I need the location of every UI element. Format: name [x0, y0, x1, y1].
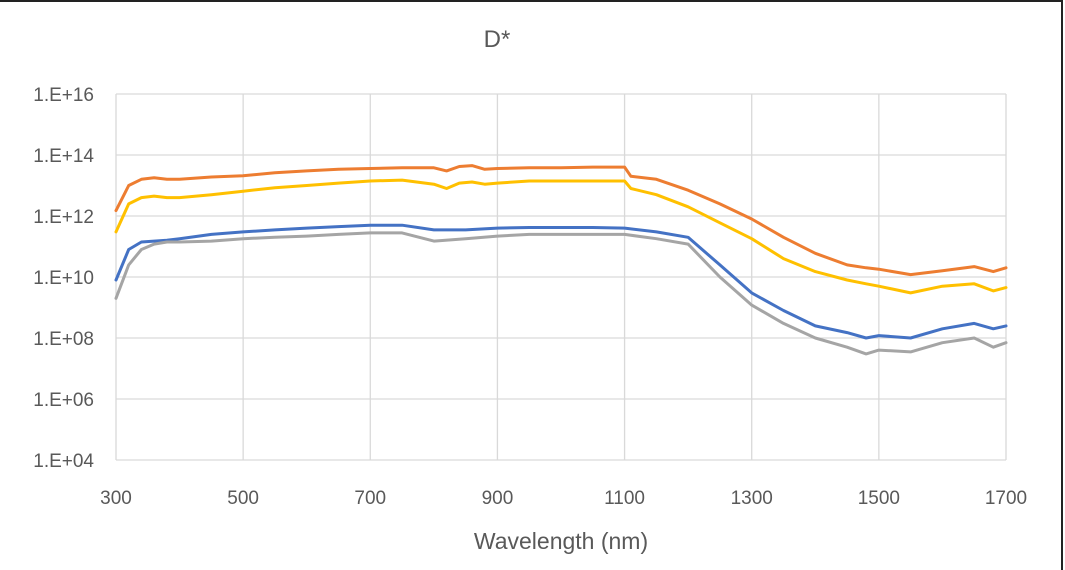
y-tick-label: 1.E+16 [33, 85, 94, 106]
y-tick-label: 1.E+06 [33, 390, 94, 411]
y-tick-label: 1.E+10 [33, 268, 94, 289]
chart-canvas: D* 1.E+041.E+061.E+081.E+101.E+121.E+141… [33, 26, 1027, 554]
series-line-1 [114, 164, 1008, 277]
x-axis-title: Wavelength (nm) [474, 528, 648, 554]
y-tick-label: 1.E+04 [33, 451, 94, 472]
series-lines [114, 164, 1008, 356]
gridlines [115, 93, 1007, 461]
x-tick-label: 300 [100, 488, 132, 509]
series-line-4 [114, 231, 1008, 356]
x-tick-label: 900 [482, 488, 514, 509]
x-axis-tick-labels: 300 500 700 900 1100 1300 1500 1700 [100, 488, 1027, 509]
y-tick-label: 1.E+14 [33, 146, 94, 167]
chart-title: D* [484, 26, 511, 53]
x-tick-label: 500 [227, 488, 259, 509]
x-tick-label: 700 [354, 488, 386, 509]
x-tick-label: 1500 [858, 488, 900, 509]
series-line-2 [114, 178, 1008, 295]
y-tick-label: 1.E+12 [33, 207, 94, 228]
y-tick-label: 1.E+08 [33, 329, 94, 350]
series-line-3 [114, 223, 1008, 340]
x-tick-label: 1100 [604, 488, 645, 509]
y-axis-tick-labels: 1.E+04 1.E+06 1.E+08 1.E+10 1.E+12 1.E+14 1.E+… [33, 85, 94, 472]
x-tick-label: 1700 [985, 488, 1027, 509]
x-tick-label: 1300 [731, 488, 773, 509]
